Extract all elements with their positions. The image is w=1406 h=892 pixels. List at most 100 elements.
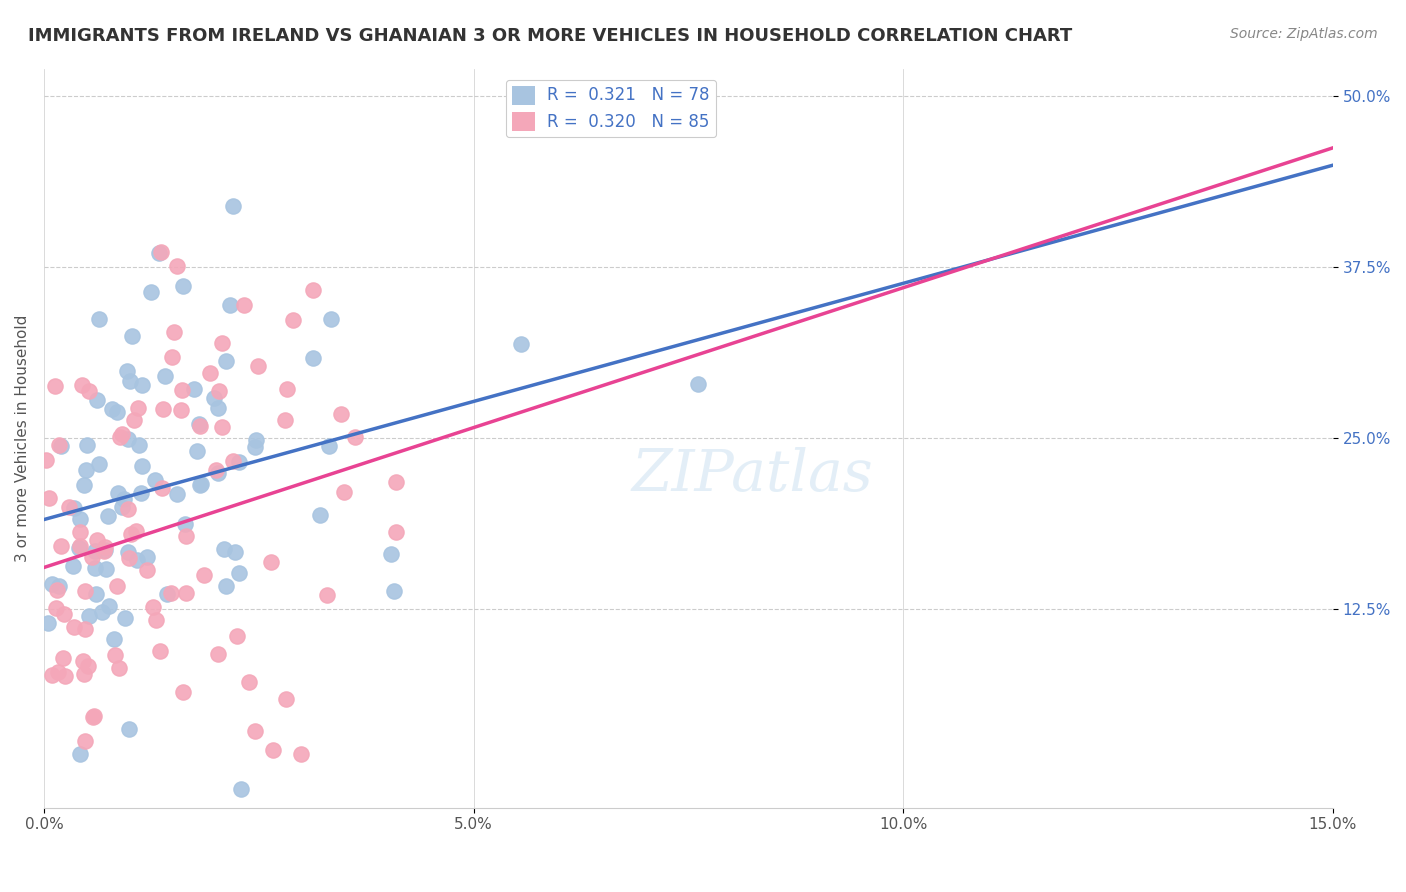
Legend: R =  0.321   N = 78, R =  0.320   N = 85: R = 0.321 N = 78, R = 0.320 N = 85 [506,80,716,137]
Point [128,438,150,452]
Point [274,691,297,706]
Point [58,500,80,514]
Point [93,542,115,557]
Point [83,708,105,723]
Point [82,710,104,724]
Text: ZIPatlas: ZIPatlas [631,447,873,503]
Point [69,525,91,540]
Point [94,540,117,554]
Point [166,487,188,501]
Point [193,568,215,582]
Point [228,455,250,469]
Point [319,312,342,326]
Point [67,541,90,556]
Point [318,439,340,453]
Point [79,384,101,398]
Point [231,782,253,797]
Point [75,622,97,636]
Point [688,376,710,391]
Point [212,542,235,557]
Point [188,417,211,431]
Point [186,444,208,458]
Point [97,508,120,523]
Point [105,405,128,419]
Point [290,747,312,762]
Point [215,579,238,593]
Point [162,350,184,364]
Point [129,485,152,500]
Point [238,675,260,690]
Point [219,298,242,312]
Point [145,613,167,627]
Point [69,747,91,761]
Point [115,364,138,378]
Point [211,335,233,350]
Point [77,608,100,623]
Point [142,599,165,614]
Point [170,383,193,397]
Point [343,430,366,444]
Point [41,668,63,682]
Point [107,486,129,500]
Point [37,491,59,505]
Point [211,420,233,434]
Point [52,651,75,665]
Point [112,492,135,507]
Point [309,508,332,522]
Point [509,336,531,351]
Point [51,438,73,452]
Point [276,382,298,396]
Point [143,474,166,488]
Point [45,601,67,615]
Point [131,458,153,473]
Point [188,419,211,434]
Point [108,430,131,444]
Point [173,516,195,531]
Point [160,586,183,600]
Point [207,466,229,480]
Point [207,401,229,415]
Point [174,586,197,600]
Point [86,392,108,407]
Point [75,463,97,477]
Point [243,724,266,739]
Point [204,462,226,476]
Point [83,544,105,558]
Point [174,529,197,543]
Point [152,401,174,416]
Point [121,328,143,343]
Point [35,453,58,467]
Point [76,658,98,673]
Point [315,588,337,602]
Text: IMMIGRANTS FROM IRELAND VS GHANAIAN 3 OR MORE VEHICLES IN HOUSEHOLD CORRELATION : IMMIGRANTS FROM IRELAND VS GHANAIAN 3 OR… [28,27,1073,45]
Point [111,500,134,515]
Point [62,620,84,634]
Point [45,583,67,598]
Point [37,615,59,630]
Point [330,407,353,421]
Point [86,533,108,548]
Point [135,563,157,577]
Point [198,366,221,380]
Y-axis label: 3 or more Vehicles in Household: 3 or more Vehicles in Household [15,314,30,562]
Point [46,665,69,679]
Point [226,629,249,643]
Point [149,244,172,259]
Point [118,374,141,388]
Point [333,484,356,499]
Point [243,440,266,454]
Point [245,434,267,448]
Point [190,476,212,491]
Point [117,433,139,447]
Point [380,547,402,561]
Point [204,391,226,405]
Point [163,325,186,339]
Point [385,475,408,489]
Point [150,481,173,495]
Point [149,644,172,658]
Point [228,566,250,581]
Point [104,648,127,662]
Point [72,654,94,668]
Point [170,402,193,417]
Point [80,550,103,565]
